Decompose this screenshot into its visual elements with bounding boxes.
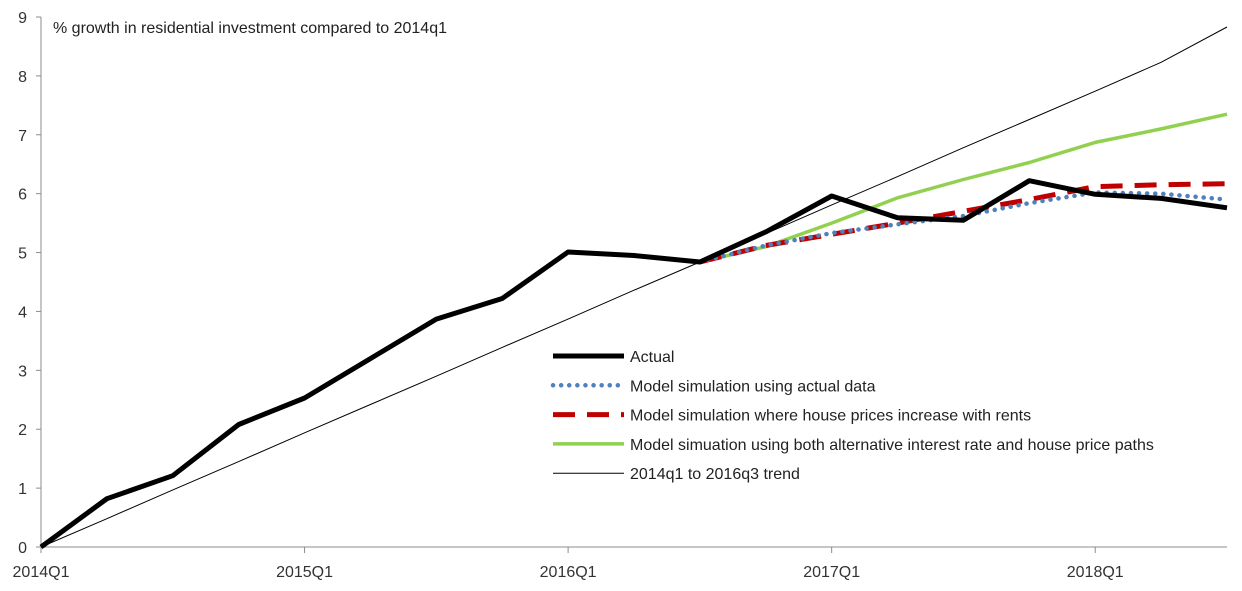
series-model-alternative-paths-line (699, 112, 1228, 264)
series-lines (39, 26, 1230, 550)
x-tick-label: 2018Q1 (1067, 564, 1124, 581)
y-tick-label: 8 (18, 69, 27, 86)
x-tick-label: 2017Q1 (803, 564, 860, 581)
x-tick-label: 2015Q1 (276, 564, 333, 581)
y-tick-label: 4 (18, 304, 27, 321)
series-model-house-prices-rents-line (699, 181, 1228, 265)
y-tick-label: 7 (18, 128, 27, 145)
y-tick-label: 0 (18, 540, 27, 557)
y-tick-label: 5 (18, 246, 27, 263)
y-tick-label: 9 (18, 10, 27, 27)
legend: Actual Model simulation using actual data… (550, 349, 1154, 483)
legend-label: Actual (630, 349, 674, 366)
y-axis-ticks: 0 1 2 3 4 5 6 7 8 9 (18, 10, 41, 557)
y-tick-label: 6 (18, 187, 27, 204)
series-trend-line (40, 26, 1228, 548)
y-tick-label: 1 (18, 481, 27, 498)
series-actual-line (39, 178, 1228, 550)
x-tick-label: 2014Q1 (13, 564, 70, 581)
y-tick-label: 2 (18, 422, 27, 439)
y-axis-label: % growth in residential investment compa… (53, 20, 447, 37)
axes (40, 17, 1227, 548)
y-tick-label: 3 (18, 363, 27, 380)
x-axis-ticks: 2014Q1 2015Q1 2016Q1 2017Q1 2018Q1 (13, 547, 1124, 581)
legend-label: Model simulation where house prices incr… (630, 408, 1031, 425)
legend-label: Model simuation using both alternative i… (630, 437, 1154, 454)
legend-label: Model simulation using actual data (630, 378, 876, 395)
legend-label: 2014q1 to 2016q3 trend (630, 466, 800, 483)
x-tick-label: 2016Q1 (540, 564, 597, 581)
series-model-actual-data-line (697, 190, 1230, 265)
